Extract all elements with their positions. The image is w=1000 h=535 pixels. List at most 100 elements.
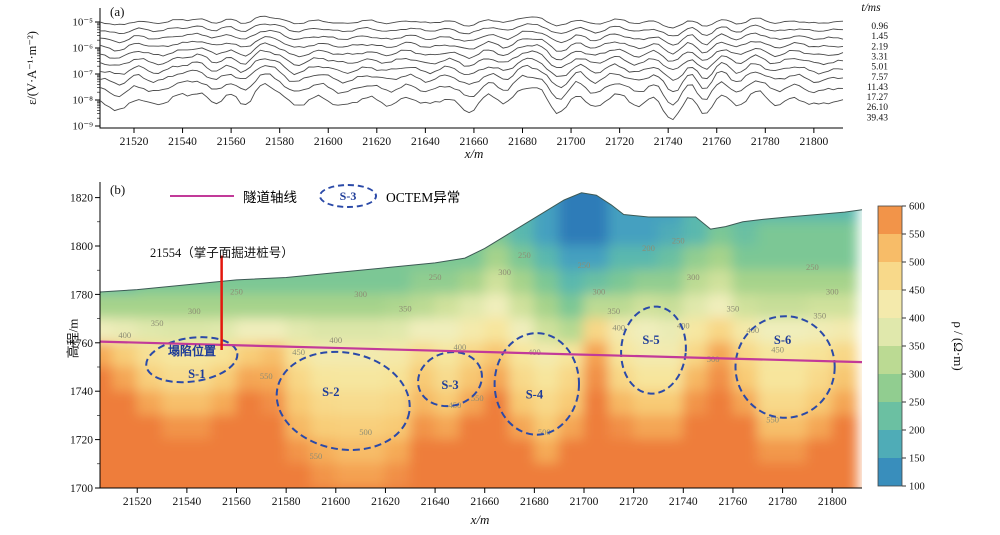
panel-b-ytick-label: 1720 <box>70 435 93 447</box>
panel-a-xtick-label: 21660 <box>460 136 489 148</box>
panel-a-legend-time: 39.43 <box>867 113 889 123</box>
panel-b-xtick-label: 21580 <box>272 496 301 508</box>
panel-a-xtick-label: 21740 <box>654 136 683 148</box>
colorbar-tick-label: 550 <box>909 230 925 241</box>
decay-curve <box>99 42 844 62</box>
panel-a-legend-time: 7.57 <box>871 73 888 83</box>
panel-a-xtick-label: 21520 <box>120 136 149 148</box>
panel-b-xtick-label: 21660 <box>470 496 499 508</box>
colorbar-label: ρ / (Ω·m) <box>951 321 966 371</box>
tunnel-axis-line <box>99 340 863 364</box>
contour-label: 300 <box>826 286 839 296</box>
panel-b-ytick-label: 1740 <box>70 386 93 398</box>
octem-anomaly-outline <box>734 315 836 419</box>
octem-ellipse-sample: S-3 <box>319 184 377 208</box>
panel-a-axes <box>99 8 843 129</box>
contour-label: 450 <box>292 347 305 357</box>
panel-a-legend-time: 0.96 <box>871 22 888 32</box>
contour-label: 500 <box>538 427 551 437</box>
contour-label: 400 <box>612 323 625 333</box>
panel-a-legend-time: 17.27 <box>867 93 889 103</box>
colorbar-tick-label: 300 <box>909 370 925 381</box>
contour-label: 200 <box>642 243 655 253</box>
contour-label: 550 <box>471 393 484 403</box>
contour-label: 250 <box>518 250 531 260</box>
panel-b-xtick-label: 21700 <box>570 496 599 508</box>
contour-label: 300 <box>354 289 367 299</box>
panel-a-legend-time: 2.19 <box>871 42 888 52</box>
decay-curve <box>99 49 844 70</box>
panel-a-legend-time: 5.01 <box>871 63 888 73</box>
contour-label: 400 <box>528 347 541 357</box>
panel-a-ylabel: ε/(V·A⁻¹·m⁻²) <box>25 31 39 105</box>
anomaly-label: S-5 <box>642 333 659 347</box>
panel-b-ytick-label: 1780 <box>70 289 93 301</box>
decay-curve <box>99 82 844 121</box>
colorbar: 100 150 200 250 300 350 400 450 500 550 600 <box>877 202 925 493</box>
contour-label: 400 <box>454 342 467 352</box>
colorbar-tick-label: 500 <box>909 258 925 269</box>
octem-anomaly-outline <box>275 350 411 451</box>
colorbar-tick-label: 600 <box>909 202 925 213</box>
octem-anomaly-outline <box>145 336 239 384</box>
decay-curve <box>99 64 844 93</box>
contour-label: 250 <box>429 272 442 282</box>
panel-a-xtick-label: 21720 <box>605 136 634 148</box>
panel-b-legend: 隧道轴线 S-3 OCTEM异常 <box>170 184 460 208</box>
panel-a-xtick-label: 21540 <box>168 136 197 148</box>
panel-b-xtick-label: 21640 <box>421 496 450 508</box>
decay-curve <box>99 29 844 46</box>
panel-b-xtick-label: 21560 <box>222 496 251 508</box>
contour-label: 300 <box>188 306 201 316</box>
tunnel-legend-label: 隧道轴线 <box>243 190 297 205</box>
panel-b-xtick-label: 21760 <box>719 496 748 508</box>
colorbar-tick-label: 350 <box>909 342 925 353</box>
panel-a-ytick-label: 10⁻⁹ <box>72 121 93 133</box>
panel-a-xtick-label: 21760 <box>702 136 731 148</box>
anomaly-label: S-3 <box>441 378 458 392</box>
panel-b-xtick-label: 21680 <box>520 496 549 508</box>
panel-a-label: (a) <box>110 4 125 19</box>
face-station-annotation: 21554（掌子面掘进桩号） <box>150 246 294 260</box>
panel-a-ytick-label: 10⁻⁷ <box>72 69 93 81</box>
contour-label: 550 <box>766 415 779 425</box>
contour-label: 300 <box>593 286 606 296</box>
anomaly-label: S-2 <box>322 385 339 399</box>
panel-b-ytick-label: 1760 <box>70 338 93 350</box>
panel-b-xtick-label: 21600 <box>321 496 350 508</box>
contour-label: 250 <box>230 286 243 296</box>
decay-curve <box>99 73 844 106</box>
panel-b-ytick-label: 1800 <box>70 241 93 253</box>
panel-a: 10⁻⁵ 10⁻⁶ 10⁻⁷ 10⁻⁸ 10⁻⁹ 21520 21540 21560 21580… <box>72 8 888 148</box>
panel-a-xtick-label: 21620 <box>362 136 391 148</box>
panel-a-xtick-label: 21700 <box>557 136 586 148</box>
panel-a-ytick-label: 10⁻⁶ <box>72 43 93 55</box>
contour-label: 350 <box>813 311 826 321</box>
panel-a-ytick-label: 10⁻⁵ <box>72 17 93 29</box>
contour-label: 400 <box>746 325 759 335</box>
panel-a-legend-time: 26.10 <box>867 103 889 113</box>
contour-label: 400 <box>677 320 690 330</box>
contour-labels: 400 350 300 250 550 450 400 550 500 350 250 300 400 4… <box>118 236 838 461</box>
panel-a-xlabel: x/m <box>464 146 484 161</box>
panel-b-xtick-label: 21780 <box>768 496 797 508</box>
panel-b-xtick-label: 21620 <box>371 496 400 508</box>
panel-a-xtick-label: 21560 <box>217 136 246 148</box>
contour-label: 250 <box>806 262 819 272</box>
panel-a-ytick-label: 10⁻⁸ <box>72 95 93 107</box>
decay-curve <box>99 36 844 55</box>
octem-anomaly-outline <box>417 351 483 408</box>
octem-anomaly-outline <box>620 305 687 395</box>
terrain-surface <box>99 192 863 293</box>
panel-a-legend-time: 3.31 <box>871 52 888 62</box>
contour-label: 300 <box>498 267 511 277</box>
panel-a-xtick-label: 21640 <box>411 136 440 148</box>
contour-label: 550 <box>310 451 323 461</box>
octem-legend-label: OCTEM异常 <box>386 190 461 205</box>
colorbar-tick-label: 100 <box>909 482 925 493</box>
collapse-location-label: 塌陷位置 <box>167 344 216 358</box>
panel-a-legend-time: 1.45 <box>871 32 888 42</box>
panel-b-xtick-label: 21540 <box>172 496 201 508</box>
contour-label: 350 <box>399 303 412 313</box>
